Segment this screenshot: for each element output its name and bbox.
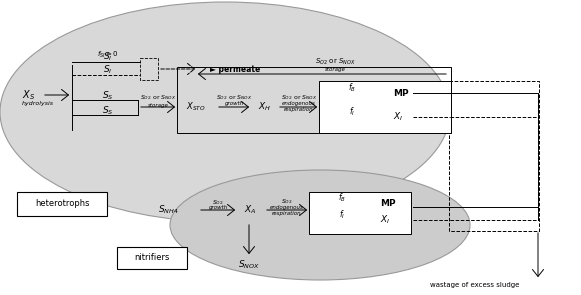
Text: $S_S$: $S_S$ [102, 105, 114, 117]
Text: $S_{O2}$ or $S_{NOX}$: $S_{O2}$ or $S_{NOX}$ [315, 57, 356, 67]
Text: $S_{O2}$ or $S_{NOX}$: $S_{O2}$ or $S_{NOX}$ [216, 94, 252, 102]
FancyBboxPatch shape [309, 192, 411, 234]
Text: $S_{NOX}$: $S_{NOX}$ [238, 259, 260, 271]
Text: $S_I$: $S_I$ [103, 64, 113, 76]
Text: storage: storage [148, 102, 168, 107]
FancyBboxPatch shape [319, 81, 451, 133]
Text: wastage of excess sludge: wastage of excess sludge [430, 282, 519, 288]
Text: $X_{STO}$: $X_{STO}$ [186, 101, 206, 113]
Text: growth: growth [209, 206, 228, 211]
Text: $f_B$: $f_B$ [348, 82, 356, 94]
Text: respiration: respiration [284, 107, 314, 112]
Text: $S_S$: $S_S$ [102, 90, 114, 102]
Ellipse shape [170, 170, 470, 280]
Text: $S_{O2}$ or $S_{NOX}$: $S_{O2}$ or $S_{NOX}$ [281, 94, 317, 102]
Text: $X_I$: $X_I$ [393, 111, 403, 123]
Text: growth: growth [224, 101, 243, 106]
Text: $S_{NH4}$: $S_{NH4}$ [157, 204, 178, 216]
FancyBboxPatch shape [117, 247, 187, 269]
Text: endogenous: endogenous [282, 101, 316, 106]
Text: $S_{O2}$ or $S_{NOX}$: $S_{O2}$ or $S_{NOX}$ [140, 94, 176, 102]
FancyBboxPatch shape [17, 192, 107, 216]
Text: $S_{O2}$: $S_{O2}$ [281, 198, 293, 206]
Text: ► permeate: ► permeate [210, 65, 260, 73]
Text: $X_S$: $X_S$ [22, 88, 35, 102]
Text: MP: MP [380, 199, 396, 207]
Text: storage: storage [325, 66, 346, 71]
Text: $S_{O2}$: $S_{O2}$ [212, 199, 224, 207]
Text: $X_I$: $X_I$ [380, 214, 390, 226]
Text: $S_I$: $S_I$ [103, 51, 113, 63]
Text: endogenous: endogenous [270, 206, 304, 211]
Text: MP: MP [393, 88, 408, 98]
Text: $f_I$: $f_I$ [339, 209, 345, 221]
Text: $f_I$: $f_I$ [349, 106, 355, 118]
Text: nitrifiers: nitrifiers [134, 253, 170, 263]
Text: $X_A$: $X_A$ [244, 204, 256, 216]
Text: $f_{SI}=0$: $f_{SI}=0$ [97, 50, 119, 60]
Text: $X_H$: $X_H$ [258, 101, 271, 113]
Text: $f_B$: $f_B$ [338, 192, 346, 204]
Text: heterotrophs: heterotrophs [35, 199, 89, 209]
Text: respiration: respiration [272, 212, 302, 217]
Text: hydrolysis: hydrolysis [22, 101, 54, 106]
Ellipse shape [0, 2, 450, 222]
